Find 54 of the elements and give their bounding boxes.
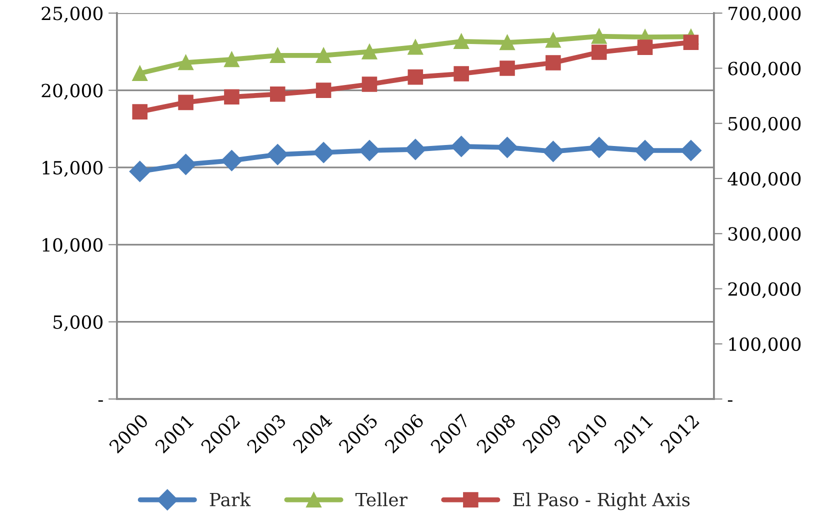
- point: [270, 48, 286, 64]
- y2-tick-label: 500,000: [728, 116, 801, 133]
- point: [683, 34, 699, 50]
- y2-tick-label: 400,000: [728, 172, 801, 188]
- legend-label: Park: [210, 492, 251, 506]
- point: [500, 34, 515, 50]
- point: [132, 66, 148, 81]
- point: [588, 136, 610, 158]
- point: [358, 140, 380, 162]
- point: [270, 86, 286, 102]
- point: [221, 150, 242, 172]
- point: [454, 66, 469, 82]
- y2-tick-label: 600,000: [728, 62, 801, 78]
- y-tick-label: 5,000: [54, 315, 103, 332]
- point: [591, 44, 607, 60]
- point: [362, 44, 378, 60]
- point: [408, 39, 424, 55]
- point: [542, 140, 564, 162]
- point: [500, 60, 515, 76]
- point: [175, 154, 196, 175]
- point: [591, 28, 607, 44]
- point: [454, 34, 469, 50]
- point: [313, 142, 334, 164]
- legend-label: El Paso - Right Axis: [513, 492, 690, 510]
- point: [132, 104, 148, 120]
- point: [224, 52, 240, 68]
- y2-tick-label: 300,000: [728, 227, 801, 243]
- point: [634, 140, 656, 162]
- legend-label: Teller: [355, 492, 408, 506]
- y-tick-label: 20,000: [42, 84, 103, 100]
- point: [546, 32, 561, 48]
- point: [546, 55, 561, 70]
- point: [362, 76, 378, 92]
- y2-tick-label: 700,000: [728, 6, 801, 22]
- point: [450, 136, 472, 157]
- y-tick-label: -: [98, 400, 103, 402]
- point: [316, 82, 332, 98]
- y2-tick-label: -: [728, 400, 732, 402]
- point: [224, 89, 240, 105]
- point: [267, 144, 288, 166]
- point: [680, 140, 702, 162]
- point: [404, 138, 426, 160]
- y-tick-label: 15,000: [42, 160, 103, 177]
- y-tick-label: 10,000: [42, 238, 103, 254]
- point: [129, 160, 150, 182]
- point: [178, 54, 194, 70]
- point: [178, 94, 194, 110]
- point: [408, 69, 424, 85]
- y2-tick-label: 200,000: [728, 282, 801, 298]
- point: [496, 136, 518, 158]
- y2-tick-label: 100,000: [729, 337, 801, 354]
- point: [316, 48, 332, 64]
- y-tick-label: 25,000: [42, 6, 103, 22]
- point: [637, 40, 653, 55]
